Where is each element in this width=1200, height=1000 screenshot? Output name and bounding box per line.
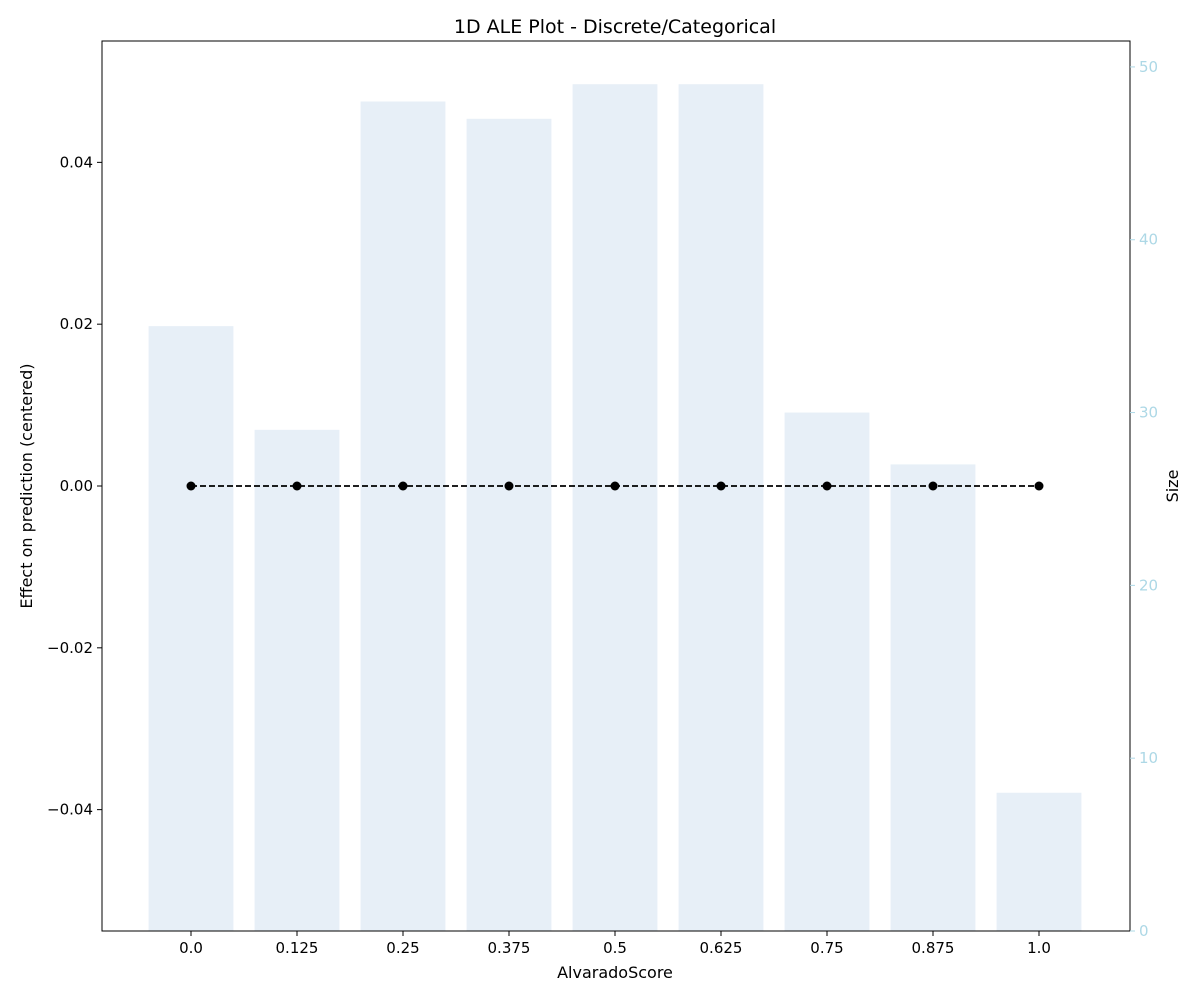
x-tick-label-7: 0.875 [912, 939, 955, 957]
x-tick-label-0: 0.0 [179, 939, 203, 957]
y2-tick-label-4: 40 [1139, 231, 1158, 249]
y2-tick-label-0: 0 [1139, 922, 1149, 940]
y-tick-label-1: −0.02 [47, 639, 93, 657]
y-axis-right: 0 10 20 30 40 50 [1130, 58, 1158, 940]
x-axis: 0.0 0.125 0.25 0.375 0.5 0.625 0.75 0.875 1.0 [179, 931, 1051, 957]
size-bar-0 [148, 326, 234, 931]
ale-point-5 [716, 481, 726, 491]
x-tick-label-4: 0.5 [603, 939, 627, 957]
size-bar-5 [678, 84, 764, 932]
y2-tick-label-2: 20 [1139, 576, 1158, 594]
y2-tick-label-5: 50 [1139, 58, 1158, 76]
size-bar-1 [254, 429, 340, 931]
chart-title: 1D ALE Plot - Discrete/Categorical [454, 16, 776, 38]
x-tick-label-2: 0.25 [386, 939, 419, 957]
ale-point-8 [1034, 481, 1044, 491]
y2-axis-label: Size [1163, 470, 1182, 503]
x-axis-label: AlvaradoScore [557, 963, 673, 982]
y-axis-label: Effect on prediction (centered) [17, 363, 36, 608]
size-bar-6 [784, 412, 870, 931]
size-bar-8 [996, 792, 1082, 931]
y2-tick-label-3: 30 [1139, 404, 1158, 422]
ale-point-1 [292, 481, 302, 491]
line-layer [186, 481, 1044, 491]
y-tick-label-4: 0.04 [60, 153, 93, 171]
ale-point-4 [610, 481, 620, 491]
ale-point-2 [398, 481, 408, 491]
ale-point-7 [928, 481, 938, 491]
x-tick-label-1: 0.125 [276, 939, 319, 957]
ale-point-0 [186, 481, 196, 491]
size-bar-2 [360, 101, 446, 932]
y-tick-label-3: 0.02 [60, 315, 93, 333]
x-tick-label-5: 0.625 [700, 939, 743, 957]
size-bar-7 [890, 464, 976, 931]
x-tick-label-6: 0.75 [810, 939, 843, 957]
size-bar-4 [572, 84, 658, 932]
y-tick-label-0: −0.04 [47, 801, 93, 819]
ale-point-6 [822, 481, 832, 491]
ale-point-3 [504, 481, 514, 491]
x-tick-label-8: 1.0 [1027, 939, 1051, 957]
y2-tick-label-1: 10 [1139, 749, 1158, 767]
y-tick-label-2: 0.00 [60, 477, 93, 495]
size-bar-3 [466, 118, 552, 932]
x-tick-label-3: 0.375 [488, 939, 531, 957]
bars-layer [148, 84, 1082, 932]
y-axis-left: −0.04 −0.02 0.00 0.02 0.04 [47, 153, 102, 819]
